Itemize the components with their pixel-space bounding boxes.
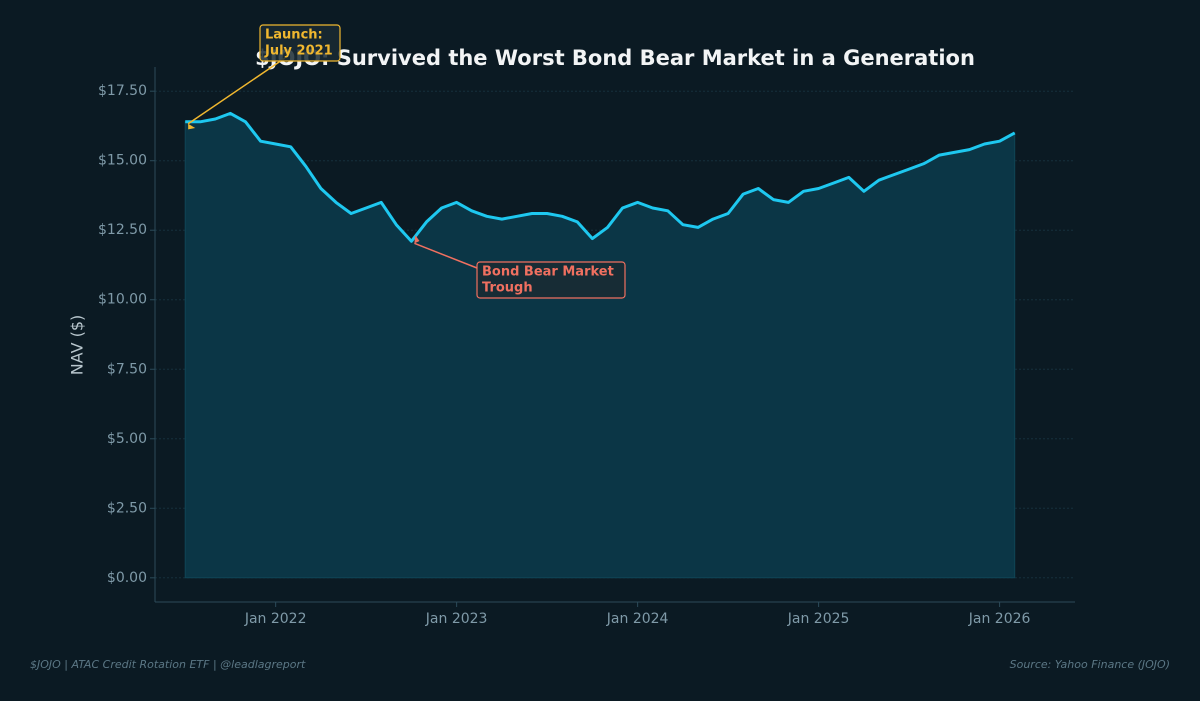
footer-left: $JOJO | ATAC Credit Rotation ETF | @lead… — [30, 658, 306, 671]
annotation-arrow — [187, 57, 286, 125]
annotation-text: Trough — [482, 281, 533, 296]
footer-right: Source: Yahoo Finance (JOJO) — [1010, 658, 1170, 671]
x-tick-label: Jan 2026 — [968, 611, 1031, 627]
y-tick-label: $17.50 — [98, 83, 147, 99]
x-tick-label: Jan 2023 — [425, 611, 488, 627]
y-tick-label: $15.00 — [98, 153, 147, 169]
x-tick-label: Jan 2024 — [606, 611, 669, 627]
y-tick-label: $7.50 — [107, 361, 147, 377]
chart-title: $JOJO: Survived the Worst Bond Bear Mark… — [255, 46, 975, 70]
x-tick-label: Jan 2025 — [787, 611, 850, 627]
annotation-text: July 2021 — [264, 44, 333, 59]
annotation-box — [476, 261, 626, 299]
y-axis-label: NAV ($) — [68, 315, 87, 376]
annotation-arrow — [414, 242, 478, 269]
annotation-text: Bond Bear Market — [482, 265, 614, 280]
x-tick-label: Jan 2022 — [244, 611, 307, 627]
y-tick-label: $12.50 — [98, 222, 147, 238]
y-tick-label: $10.00 — [98, 292, 147, 308]
annotation-arrowhead — [188, 123, 196, 130]
y-tick-label: $2.50 — [107, 500, 147, 516]
annotation-arrowhead — [414, 235, 420, 244]
nav-line — [185, 111, 1016, 243]
annotation-box — [259, 24, 341, 62]
y-tick-label: $0.00 — [107, 570, 147, 586]
y-tick-label: $5.00 — [107, 431, 147, 447]
annotation-text: Launch: — [265, 28, 323, 43]
